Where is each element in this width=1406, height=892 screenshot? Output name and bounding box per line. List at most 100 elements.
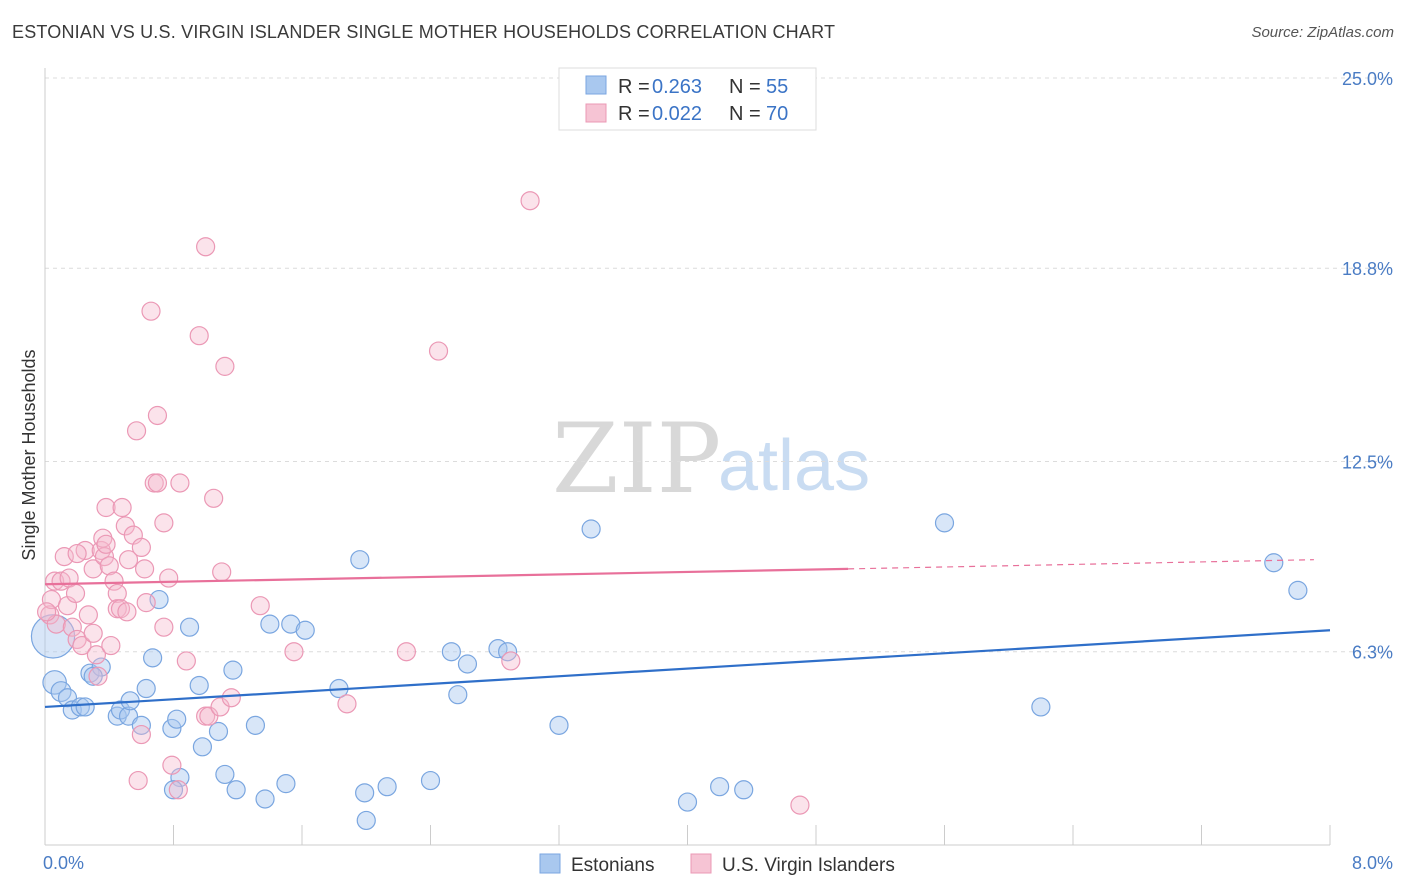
- virgin-islanders-point-49: [170, 473, 190, 493]
- legend-r-value-2: 0.022: [652, 103, 702, 125]
- virgin-islanders-point-2: [45, 571, 65, 591]
- correlation-legend: R = 0.263 N = 55 R = 0.022 N = 70: [558, 67, 817, 131]
- estonians-point-19: [167, 709, 187, 729]
- grid-lines: [45, 77, 1392, 653]
- legend-n-label-1: N =: [729, 76, 761, 98]
- x-tick-label-end: 8.0%: [1352, 853, 1393, 873]
- estonians-point-16: [143, 648, 163, 668]
- legend-n-value-1: 55: [766, 76, 788, 98]
- y-tick-label-3: 25.0%: [1342, 69, 1393, 89]
- virgin-islanders-point-45: [154, 617, 174, 637]
- estonians-point-26: [215, 764, 235, 785]
- tick-labels: 6.3% 12.5% 18.8% 25.0% 0.0% 8.0%: [43, 69, 1393, 873]
- legend-r-label-2: R =: [618, 103, 650, 125]
- x-tick-label-start: 0.0%: [43, 853, 84, 873]
- virgin-islanders-point-46: [159, 568, 179, 588]
- estonians-point-6: [75, 697, 95, 717]
- virgin-islanders-point-9: [65, 583, 86, 604]
- virgin-islanders-point-14: [83, 559, 103, 579]
- virgin-islanders-point-63: [396, 642, 417, 662]
- virgin-islanders-point-68: [37, 602, 57, 622]
- virgin-islanders-points: [37, 191, 810, 815]
- estonians-point-5: [70, 697, 90, 717]
- y-tick-label-0: 6.3%: [1352, 643, 1393, 663]
- virgin-islanders-point-62: [337, 694, 357, 714]
- virgin-islanders-point-13: [78, 605, 98, 625]
- virgin-islanders-trend-extension: [848, 559, 1314, 570]
- estonians-point-36: [350, 550, 370, 570]
- axes: [44, 68, 1331, 846]
- estonians-point-9: [83, 666, 103, 686]
- virgin-islanders-point-38: [134, 559, 155, 579]
- watermark-zip: ZIP: [552, 403, 721, 515]
- legend-n-value-2: 70: [766, 103, 788, 125]
- estonians-point-34: [295, 620, 315, 640]
- estonians-point-47: [581, 519, 601, 539]
- virgin-islanders-point-53: [196, 237, 216, 257]
- estonians-point-30: [255, 789, 275, 809]
- estonians-point-38: [356, 810, 376, 831]
- chart-title: ESTONIAN VS U.S. VIRGIN ISLANDER SINGLE …: [12, 22, 836, 42]
- virgin-islanders-point-50: [176, 651, 196, 671]
- virgin-islanders-point-26: [107, 583, 127, 604]
- virgin-islanders-point-64: [428, 341, 449, 361]
- virgin-islanders-point-40: [141, 301, 161, 321]
- legend-r-value-1: 0.263: [652, 76, 702, 98]
- estonians-point-39: [377, 777, 397, 797]
- series-legend: Estonians U.S. Virgin Islanders: [539, 853, 895, 876]
- trend-lines: [44, 559, 1331, 709]
- estonians-point-50: [734, 780, 754, 800]
- y-tick-label-1: 12.5%: [1342, 453, 1393, 473]
- virgin-islanders-point-31: [117, 602, 137, 622]
- virgin-islanders-point-32: [118, 550, 139, 570]
- virgin-islanders-point-69: [67, 543, 87, 564]
- virgin-islanders-point-21: [96, 534, 116, 554]
- source-credit: Source: ZipAtlas.com: [1251, 24, 1394, 41]
- virgin-islanders-point-57: [212, 562, 232, 582]
- virgin-islanders-point-39: [136, 593, 156, 613]
- bottom-legend-estonians: Estonians: [571, 855, 654, 876]
- virgin-islanders-point-16: [86, 645, 107, 665]
- estonians-point-22: [179, 617, 200, 637]
- bottom-legend-virgin-islanders: U.S. Virgin Islanders: [722, 855, 895, 876]
- estonians-point-23: [189, 675, 209, 696]
- estonians-points: [30, 513, 1308, 831]
- estonians-point-53: [1264, 553, 1284, 573]
- virgin-islanders-point-20: [94, 547, 115, 567]
- virgin-islanders-point-34: [126, 421, 147, 441]
- virgin-islanders-point-17: [88, 666, 108, 686]
- estonians-point-32: [276, 774, 296, 794]
- y-tick-label-2: 18.8%: [1342, 259, 1393, 279]
- estonians-point-43: [457, 654, 478, 674]
- legend-n-label-2: N =: [729, 103, 761, 125]
- legend-r-label-1: R =: [618, 76, 650, 98]
- bottom-legend-swatch-estonians: [539, 853, 561, 874]
- estonians-point-49: [710, 777, 730, 797]
- virgin-islanders-point-55: [204, 488, 224, 508]
- estonians-point-33: [281, 614, 301, 634]
- bottom-legend-swatch-virgin-islanders: [690, 853, 712, 874]
- virgin-islanders-point-15: [83, 623, 103, 643]
- estonians-point-42: [448, 685, 468, 705]
- virgin-islanders-point-51: [189, 326, 209, 346]
- virgin-islanders-point-43: [147, 405, 168, 426]
- virgin-islanders-point-37: [131, 537, 151, 558]
- estonians-point-41: [441, 642, 461, 662]
- estonians-point-24: [192, 737, 213, 757]
- estonians-point-1: [42, 670, 67, 695]
- estonians-point-29: [245, 715, 266, 735]
- estonians-point-25: [208, 721, 229, 742]
- estonians-point-37: [355, 783, 375, 803]
- virgin-islanders-point-67: [790, 795, 810, 815]
- virgin-islanders-point-61: [284, 642, 304, 662]
- virgin-islanders-point-58: [215, 356, 235, 376]
- estonians-point-18: [162, 718, 182, 739]
- virgin-islanders-point-11: [72, 635, 92, 656]
- estonians-point-31: [260, 614, 280, 634]
- virgin-islanders-point-60: [250, 596, 270, 616]
- virgin-islanders-point-44: [154, 513, 174, 533]
- virgin-islanders-point-66: [520, 191, 540, 211]
- virgin-islanders-point-48: [168, 780, 188, 800]
- estonians-point-52: [1031, 697, 1051, 717]
